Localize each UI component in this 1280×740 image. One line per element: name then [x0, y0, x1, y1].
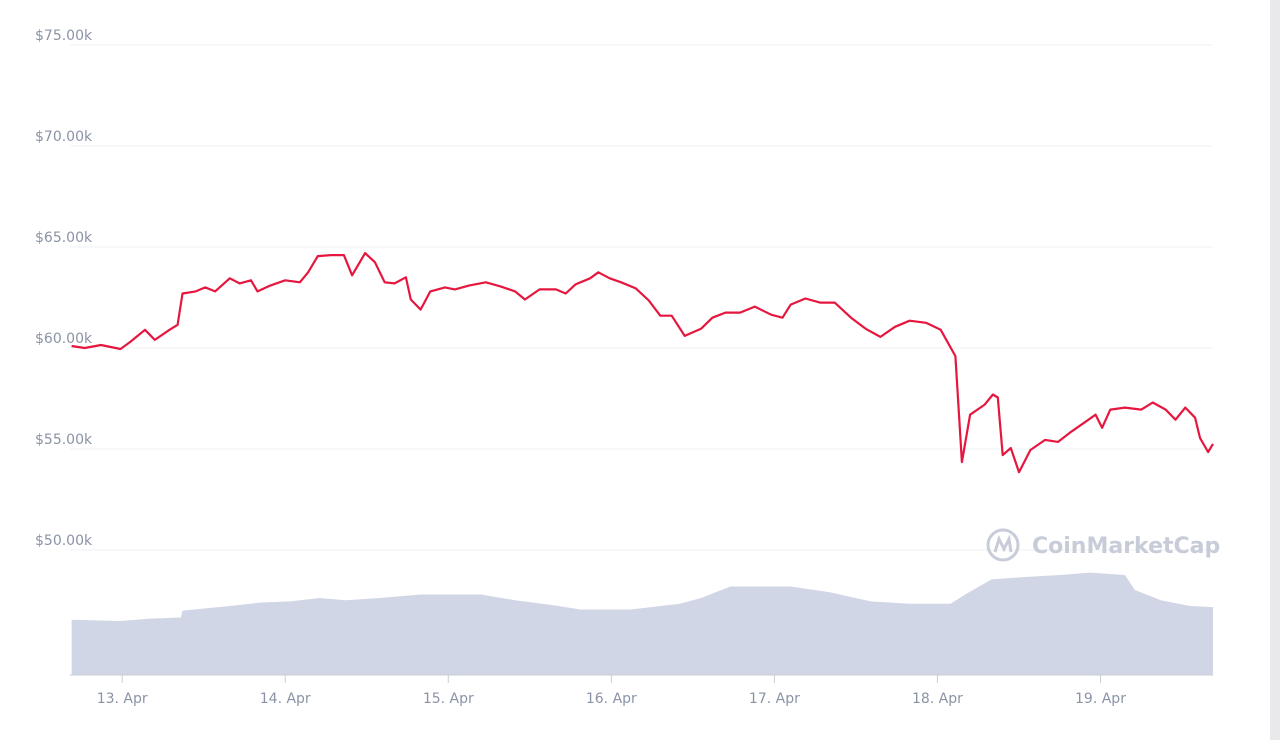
y-tick-label: $50.00k [35, 533, 93, 549]
x-tick-label: 19. Apr [1075, 691, 1126, 707]
x-tick-label: 14. Apr [260, 691, 311, 707]
y-tick-label: $60.00k [35, 331, 93, 347]
y-tick-label: $70.00k [35, 129, 93, 145]
x-tick-label: 13. Apr [97, 691, 148, 707]
watermark: CoinMarketCap [1032, 534, 1220, 559]
x-tick-label: 17. Apr [749, 691, 800, 707]
volume-area [71, 572, 1214, 675]
x-tick-label: 15. Apr [423, 691, 474, 707]
scrollbar [1270, 0, 1280, 740]
price-line [71, 252, 1214, 474]
y-tick-label: $55.00k [35, 432, 93, 448]
plot: $50.00k $55.00k $60.00k $65.00k $70.00k $75.0… [35, 28, 1214, 707]
y-tick-label: $75.00k [35, 28, 93, 44]
watermark-logo [986, 528, 1020, 562]
x-tick-label: 16. Apr [586, 691, 637, 707]
y-tick-label: $65.00k [35, 230, 93, 246]
x-tick-label: 18. Apr [912, 691, 963, 707]
